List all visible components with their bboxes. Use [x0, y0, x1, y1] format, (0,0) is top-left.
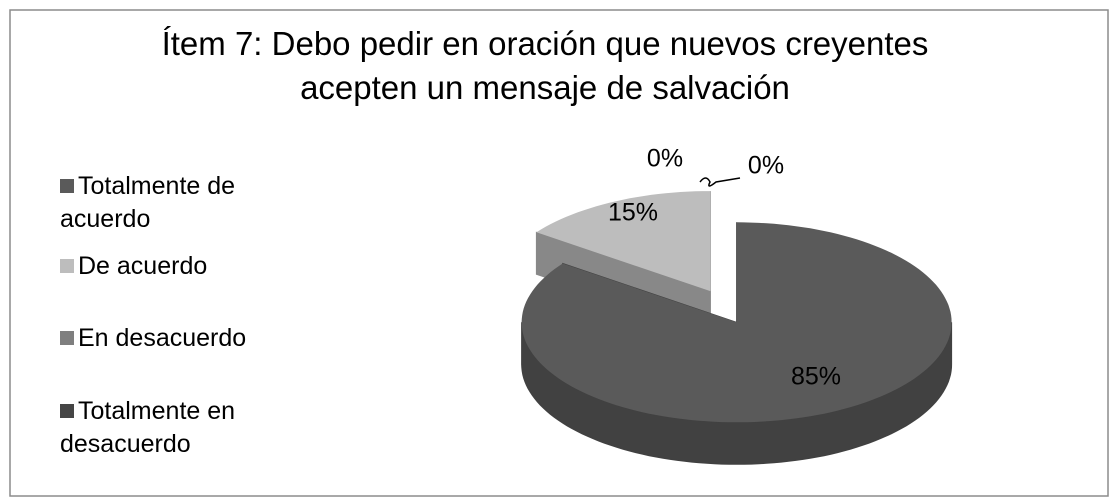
data-label: 0% — [647, 145, 683, 173]
slice — [521, 222, 952, 423]
data-label: 0% — [748, 152, 784, 180]
legend-swatch — [60, 179, 74, 193]
data-label: 15% — [608, 199, 658, 227]
chart-title: Ítem 7: Debo pedir en oración que nuevos… — [161, 25, 929, 106]
legend-swatch — [60, 404, 74, 418]
legend-item: Totalmente en desacuerdo — [60, 395, 320, 461]
legend-swatch — [60, 259, 74, 273]
legend-swatch — [60, 331, 74, 345]
legend-label: Totalmente de acuerdo — [60, 172, 236, 233]
legend-item: En desacuerdo — [60, 322, 320, 355]
legend-item: Totalmente de acuerdo — [60, 170, 320, 236]
legend-label: En desacuerdo — [78, 324, 247, 352]
leader-line — [699, 177, 741, 187]
slice-wall — [521, 322, 953, 465]
legend-item: De acuerdo — [60, 250, 320, 283]
legend-label: Totalmente en desacuerdo — [60, 397, 236, 458]
slice — [536, 191, 711, 292]
legend-label: De acuerdo — [78, 252, 208, 280]
data-label: 85% — [791, 363, 841, 391]
chart-border — [9, 9, 1109, 497]
